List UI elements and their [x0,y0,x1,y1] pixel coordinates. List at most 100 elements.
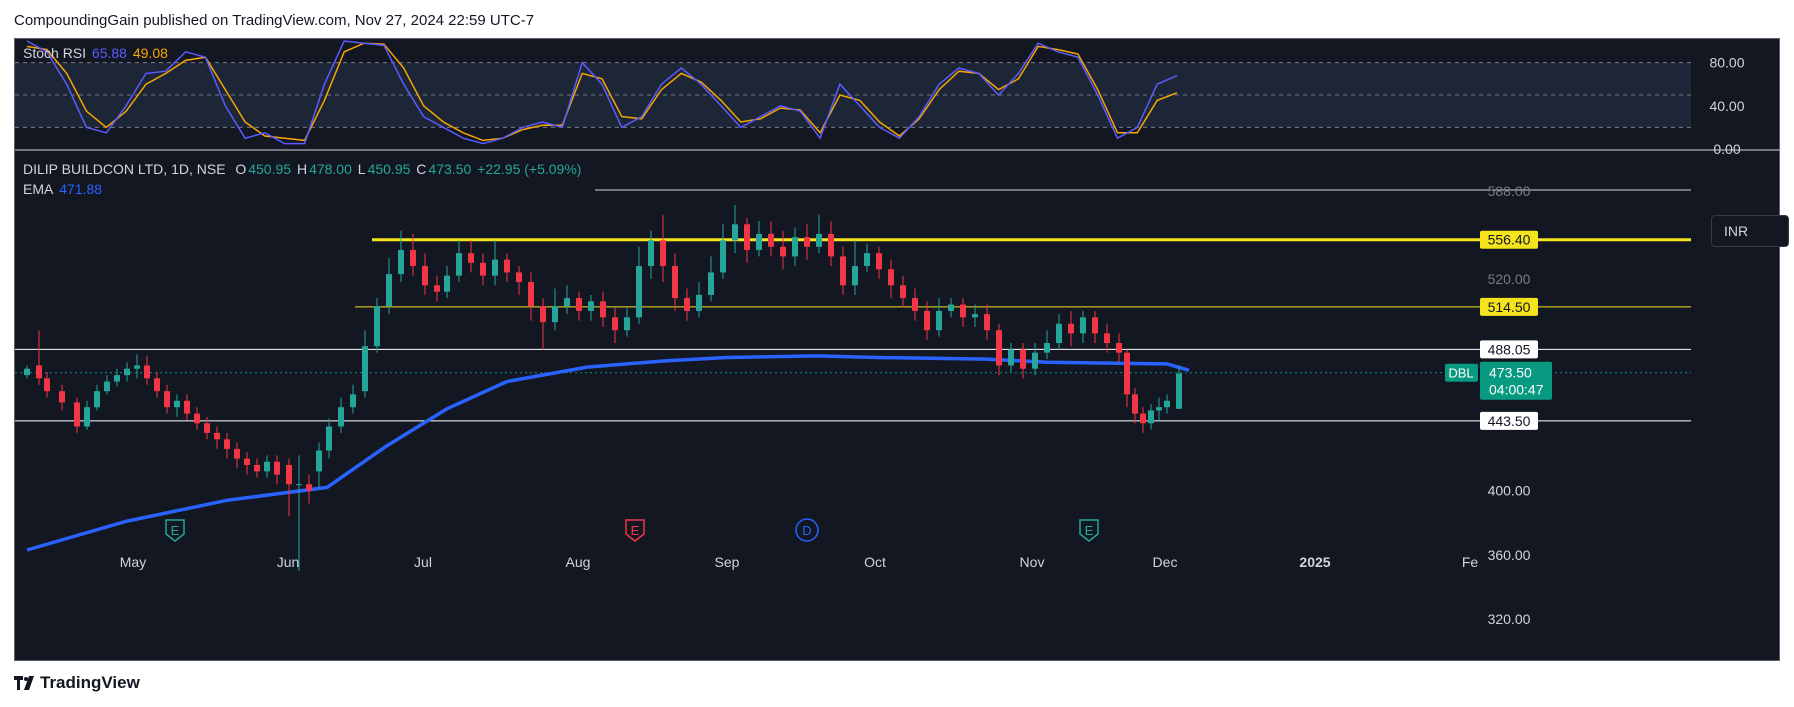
symbol-name: DILIP BUILDCON LTD, 1D, NSE [23,161,226,177]
price-label-488: 488.05 [1480,340,1538,359]
candle-body [468,253,474,263]
candle-down [840,246,846,295]
candle-body [362,346,368,392]
candle-body [456,253,462,276]
candle-up [636,246,642,324]
candle-down [1104,323,1110,353]
candle-body [44,378,50,392]
candle-down [504,253,510,283]
candle-body [492,259,498,276]
candle-up [362,330,368,398]
price-axis-tick: 360.00 [1488,547,1531,563]
candle-up [1176,365,1182,409]
candle-up [104,375,110,395]
candle-down [184,394,190,421]
candle-up [1008,343,1014,372]
price-label-556-box [1480,230,1538,249]
candle-up [134,354,140,379]
candle-body [864,253,870,267]
price-tick-hidden-top: 588.00 [1488,183,1531,199]
candle-body [1176,373,1182,409]
candle-body [936,310,942,331]
candle-body [306,484,312,491]
candle-up [816,214,822,254]
candle-down [516,266,522,295]
time-axis-label: Aug [566,554,591,570]
stoch-rsi-d-value: 49.08 [132,45,168,61]
chart-canvas[interactable]: 80.00 40.00 0.00 588.00 520.00 556.40 514.50 48… [15,39,1781,662]
candle-body [214,432,220,440]
candle-up [708,256,714,302]
candle-up [492,240,498,286]
currency-button[interactable]: INR [1711,215,1789,247]
event-marker: E [1079,519,1099,542]
candle-down [306,474,312,504]
candle-body [386,274,392,307]
price-label-514-box [1480,297,1538,316]
chart-frame[interactable]: 80.00 40.00 0.00 588.00 520.00 556.40 514.50 48… [14,38,1789,662]
candle-down [900,275,906,308]
ema-legend[interactable]: EMA 471.88 [23,181,104,197]
candle-body [1104,333,1110,344]
candle-down [254,458,260,478]
candle-body [564,298,570,307]
price-label-556: 556.40 [1480,230,1538,249]
tradingview-logo[interactable]: TradingView [14,673,140,693]
candle-body [684,298,690,311]
candle-down [912,288,918,321]
candle-down [214,426,220,449]
candle-body [410,249,416,267]
candle-body [1164,400,1170,408]
candle-body [528,282,534,307]
candle-body [1080,317,1086,334]
candle-body [204,423,210,433]
candle-up [316,442,322,488]
candle-up [456,240,462,283]
countdown-text: 04:00:47 [1489,382,1544,398]
candle-body [74,402,80,427]
candle-body [114,375,120,382]
candle-down [224,432,230,459]
time-axis-label: May [120,554,146,570]
open-label: O [235,161,247,177]
candle-body [552,306,558,323]
candle-body [398,249,404,275]
candle-body [636,266,642,318]
event-marker-letter: E [631,523,640,538]
candle-up [852,240,858,295]
candle-up [1044,330,1050,360]
candle-up [296,455,302,571]
time-axis-label: Oct [864,554,886,570]
high-label: H [296,161,308,177]
stoch-rsi-legend[interactable]: Stoch RSI 65.88 49.08 [23,45,170,61]
candle-body [234,448,240,459]
candle-body [888,269,894,286]
candle-down [286,458,292,517]
candle-body [756,233,762,250]
candle-body [660,240,666,267]
candle-body [612,317,618,331]
stoch-rsi-d-line [26,42,1178,142]
candle-up [114,368,120,387]
symbol-legend[interactable]: DILIP BUILDCON LTD, 1D, NSE O 450.95 H 478… [23,161,583,177]
candle-body [1156,407,1162,411]
candle-body [912,298,918,311]
candle-down [1020,343,1026,379]
candle-down [480,253,486,286]
time-axis-label: Jul [414,554,432,570]
candle-body [1124,352,1130,395]
candle-body [1132,394,1138,414]
candle-up [552,288,558,331]
candle-down [154,371,160,398]
stoch-rsi-band [15,62,1691,128]
candle-body [840,256,846,286]
high-value: 478.00 [309,161,352,177]
candle-body [59,391,65,403]
candle-body [296,484,302,486]
candle-down [600,291,606,327]
stoch-rsi-axis-tick: 80.00 [1709,55,1744,71]
price-label-556-text: 556.40 [1488,232,1531,248]
candle-body [828,233,834,257]
earnings-marker-shape [625,519,645,542]
